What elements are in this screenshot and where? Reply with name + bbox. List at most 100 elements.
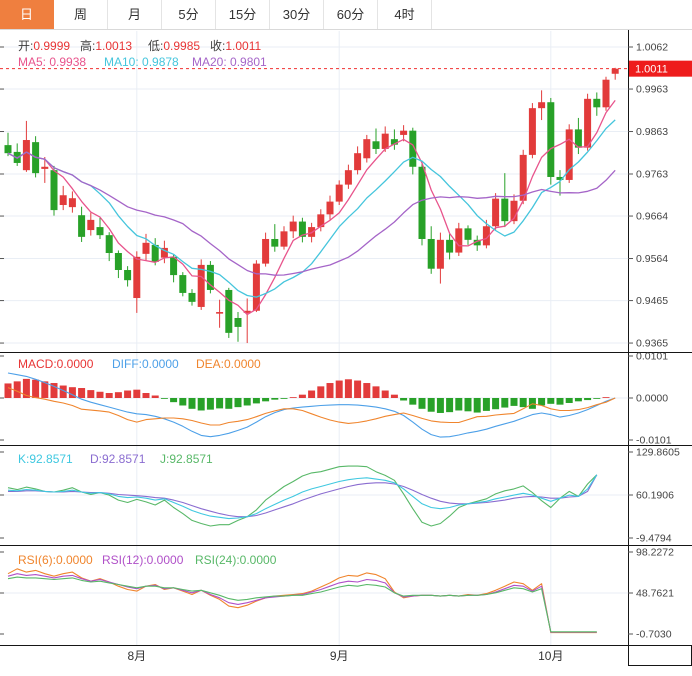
rsi-axis-label: 98.2272 — [636, 547, 674, 559]
candle — [197, 264, 205, 307]
ohlc-value: 1.0011 — [225, 39, 261, 53]
tab-60分[interactable]: 60分 — [324, 0, 378, 29]
candle — [547, 102, 555, 177]
candle — [317, 214, 325, 228]
rsi-axis-label: 48.7621 — [636, 588, 674, 600]
macd-bar — [584, 398, 592, 401]
kdj-axis-label: -9.4794 — [636, 532, 672, 544]
macd-axis-label: 0.0000 — [636, 393, 668, 405]
candle — [142, 242, 150, 254]
candle — [528, 108, 536, 155]
macd-bar — [289, 397, 297, 398]
macd-bar — [160, 398, 168, 399]
macd-bar — [216, 398, 224, 409]
candle — [335, 184, 343, 202]
candle — [556, 176, 564, 180]
main-axis-label: 0.9763 — [636, 168, 668, 180]
main-axis-label: 1.0062 — [636, 42, 668, 54]
tab-日[interactable]: 日 — [0, 0, 54, 29]
ohlc-item: 低:0.9985 — [148, 39, 200, 53]
macd-bar — [409, 398, 417, 405]
candle — [492, 198, 500, 227]
candle — [519, 154, 527, 201]
tab-15分[interactable]: 15分 — [216, 0, 270, 29]
tab-5分[interactable]: 5分 — [162, 0, 216, 29]
candle — [234, 317, 242, 327]
macd-bar — [252, 398, 260, 404]
macd-bar — [344, 379, 352, 398]
macd-bar — [565, 398, 573, 403]
candle — [298, 221, 306, 237]
candle — [289, 221, 297, 232]
macd-bar — [133, 389, 141, 398]
macd-axis-label: -0.0101 — [636, 434, 672, 446]
macd-bar — [59, 385, 67, 398]
price-badge-bg — [629, 60, 692, 77]
macd-bar — [556, 398, 564, 405]
candle — [482, 226, 490, 246]
timeframe-toolbar: 日周月 5分 15分 30分 60分 4时 — [0, 0, 692, 30]
macd-bar — [142, 393, 150, 398]
candle — [78, 215, 86, 237]
macd-bar — [50, 383, 58, 398]
candle — [363, 139, 371, 159]
macd-bar — [96, 391, 104, 398]
kdj-axis-label: 129.8605 — [636, 447, 680, 459]
macd-bar — [400, 398, 408, 401]
rsi-header-item: RSI(12):0.0000 — [102, 553, 184, 567]
tab-4时[interactable]: 4时 — [378, 0, 432, 29]
macd-bar — [308, 390, 316, 398]
candle — [216, 312, 224, 314]
candle — [170, 256, 178, 276]
candle — [464, 228, 472, 240]
candle — [400, 130, 408, 135]
tab-周[interactable]: 周 — [54, 0, 108, 29]
macd-bar — [455, 398, 463, 411]
macd-bar — [234, 398, 242, 408]
ohlc-item: 收:1.0011 — [210, 39, 261, 53]
candle — [96, 227, 104, 236]
macd-bar — [114, 392, 122, 398]
macd-bar — [317, 386, 325, 398]
macd-bar — [354, 380, 362, 398]
candle — [22, 140, 30, 171]
candle — [105, 235, 113, 254]
candle — [50, 170, 58, 211]
macd-bar — [151, 395, 159, 398]
macd-header-item: DEA:0.0000 — [196, 357, 261, 371]
macd-bar — [326, 383, 334, 398]
tab-30分[interactable]: 30分 — [270, 0, 324, 29]
macd-bar — [225, 398, 233, 409]
kdj-header-item: J:92.8571 — [160, 452, 213, 466]
ohlc-label: 高: — [80, 38, 95, 53]
candle — [446, 239, 454, 253]
candle — [243, 310, 251, 313]
macd-bar — [32, 379, 40, 398]
macd-bar — [538, 398, 546, 406]
macd-bar — [519, 398, 527, 408]
macd-bar — [87, 390, 95, 398]
candle — [133, 256, 141, 299]
main-axis-label: 0.9664 — [636, 211, 668, 223]
ma-header-item: MA5: 0.9938 — [18, 55, 86, 69]
macd-bar — [473, 398, 481, 413]
ohlc-value: 0.9999 — [33, 39, 70, 53]
macd-bar — [243, 398, 251, 406]
kdj-axis-label: 60.1906 — [636, 490, 674, 502]
candle — [280, 231, 288, 247]
ma20-line — [7, 151, 616, 276]
macd-bar — [547, 398, 555, 404]
candle — [473, 239, 481, 246]
macd-bar — [510, 398, 518, 406]
candle — [271, 238, 279, 247]
candle — [584, 98, 592, 148]
ohlc-item: 高:1.0013 — [80, 38, 132, 53]
ma-header-item: MA20: 0.9801 — [192, 55, 267, 69]
macd-bar — [501, 398, 509, 408]
macd-bar — [262, 398, 270, 402]
candle — [354, 153, 362, 171]
ohlc-label: 开: — [18, 39, 33, 53]
tab-月[interactable]: 月 — [108, 0, 162, 29]
macd-bar — [418, 398, 426, 409]
macd-bar — [372, 386, 380, 398]
